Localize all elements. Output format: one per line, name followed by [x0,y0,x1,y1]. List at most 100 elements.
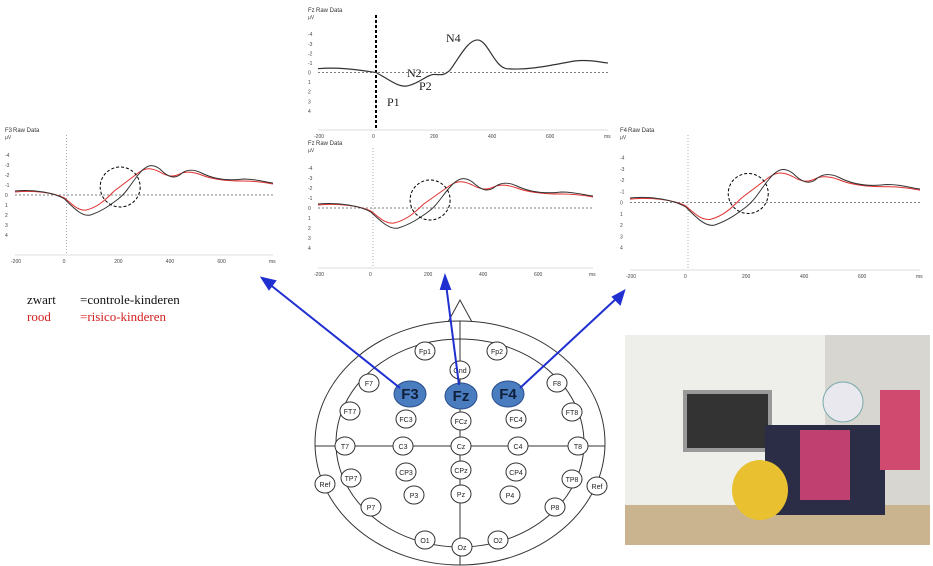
electrode-label: Gnd [453,368,466,375]
child-body [800,430,850,500]
y-tick-label: -2 [620,178,625,184]
electrode-label: F7 [365,381,373,388]
electrode-label: CP4 [509,470,523,477]
y-tick-label: 2 [620,223,623,229]
x-tick-label: ms [604,134,611,140]
y-tick-label: -3 [308,176,313,182]
electrode-label: P3 [410,493,419,500]
y-tick-label: -3 [620,167,625,173]
legend: zwart =controle-kinderen rood =risico-ki… [27,292,180,324]
x-tick-label: 600 [546,134,555,140]
plot-label: Fz [308,8,315,14]
electrode-label: FCz [455,419,468,426]
y-tick-label: 3 [308,236,311,242]
y-tick-label: -4 [308,32,313,38]
electrode-label: Pz [457,492,466,499]
cloth [880,390,920,470]
waveform-control [630,169,920,225]
x-tick-label: 0 [372,134,375,140]
x-tick-label: ms [916,274,923,280]
unit-label: µV [308,15,315,21]
x-tick-label: 0 [369,272,372,278]
electrode-label: CPz [454,468,468,475]
peak-label: N4 [446,31,461,45]
waveform-control [15,166,273,216]
electrode-label: FC3 [399,417,412,424]
y-tick-label: -1 [5,183,10,189]
x-tick-label: 600 [217,259,226,265]
electrode-label: Ref [592,484,603,491]
x-tick-label: 400 [479,272,488,278]
waveform-control [318,179,593,229]
electrode-map: Fp1Fp2GndF7F3FzF4F8FT7FC3FCzFC4FT8T7C3Cz… [315,300,607,565]
electrode-label: O1 [420,538,429,545]
electrode-label: TP7 [345,476,358,483]
electrode-label: F8 [553,381,561,388]
electrode-label: FC4 [509,417,522,424]
electrode-label: Oz [458,545,467,552]
electrode-label: F3 [401,386,419,403]
y-tick-label: -1 [620,189,625,195]
y-tick-label: 2 [308,90,311,96]
y-tick-label: 3 [5,223,8,229]
y-tick-label: 0 [620,201,623,207]
plot-sublabel: Raw Data [316,141,343,147]
y-tick-label: -2 [308,51,313,57]
y-tick-label: -1 [308,196,313,202]
legend-key: zwart [27,292,56,307]
y-tick-label: -2 [308,186,313,192]
arrowhead [441,276,450,289]
electrode-label: FT8 [566,410,579,417]
photo [625,335,930,545]
electrode-label: FT7 [344,409,357,416]
electrode-label: F4 [499,386,517,403]
y-tick-label: 0 [308,206,311,212]
y-tick-label: 3 [620,234,623,240]
plot-sublabel: Raw Data [316,8,343,14]
electrode-label: TP8 [566,477,579,484]
plot-sublabel: Raw Data [13,128,40,134]
erp-plot: F4Raw DataµV-4-3-2-101234-2000200400600m… [620,128,923,280]
y-tick-label: -3 [5,163,10,169]
y-tick-label: 1 [308,216,311,222]
electrode-label: Fp2 [491,349,503,356]
electrode-label: P7 [367,505,376,512]
unit-label: µV [308,148,315,154]
electrode-label: T8 [574,444,582,451]
y-tick-label: -4 [308,166,313,172]
x-tick-label: 600 [534,272,543,278]
waveform-control [318,40,608,86]
electrode-label: Fz [453,388,470,405]
plot-label: Fz [308,141,315,147]
erp-plot: FzRaw DataµV-4-3-2-101234-2000200400600m… [308,8,611,140]
x-tick-label: 0 [63,259,66,265]
plot-label: F3 [5,128,13,134]
y-tick-label: 0 [5,193,8,199]
arrow [268,283,400,388]
y-tick-label: 4 [5,233,8,239]
x-tick-label: -200 [314,134,324,140]
electrode-label: Ref [320,482,331,489]
peak-label: P1 [387,95,400,109]
x-tick-label: 600 [858,274,867,280]
x-tick-label: ms [589,272,596,278]
y-tick-label: -3 [308,42,313,48]
unit-label: µV [620,135,627,141]
electrode-label: T7 [341,444,349,451]
electrode-label: Fp1 [419,349,431,356]
electrode-label: P4 [506,493,515,500]
waveform-risk [630,173,920,220]
unit-label: µV [5,135,12,141]
y-tick-label: 0 [308,71,311,77]
toy [732,460,788,520]
electrode-label: C3 [399,444,408,451]
y-tick-label: 3 [308,99,311,105]
y-tick-label: -4 [620,156,625,162]
x-tick-label: 400 [488,134,497,140]
electrode-label: C4 [514,444,523,451]
x-tick-label: 400 [166,259,175,265]
x-tick-label: 200 [424,272,433,278]
x-tick-label: 400 [800,274,809,280]
